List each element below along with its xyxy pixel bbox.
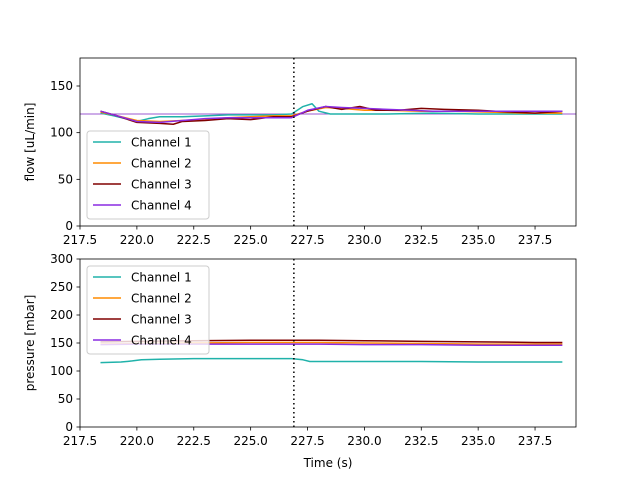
series-line-channel-1 [100,357,563,364]
x-tick-label: 230.0 [347,233,381,247]
y-tick-label: 100 [50,126,73,140]
legend-label-channel-4: Channel 4 [131,334,192,348]
x-tick-label: 217.5 [63,434,97,448]
legend-box [86,130,210,220]
x-tick-label: 220.0 [120,233,154,247]
y-tick-label: 250 [50,280,73,294]
legend-label-channel-2: Channel 2 [131,292,192,306]
x-tick-label: 237.5 [518,434,552,448]
x-tick-label: 235.0 [461,233,495,247]
y-tick-label: 200 [50,308,73,322]
x-tick-label: 217.5 [63,233,97,247]
x-tick-label: 222.5 [177,233,211,247]
legend-label-channel-4: Channel 4 [131,199,192,213]
y-tick-label: 150 [50,79,73,93]
y-axis-label: pressure [mbar] [23,295,37,392]
x-tick-label: 220.0 [120,434,154,448]
axes-frame [79,57,577,227]
panel-2: 217.5 220.0 222.5 225.0 227.5 230.0 232.5 235.0… [23,252,577,470]
x-tick-label: 230.0 [347,434,381,448]
x-tick-label: 237.5 [518,233,552,247]
y-tick-label: 50 [58,172,73,186]
x-axis-label: Time (s) [303,456,353,470]
y-tick-label: 300 [50,252,73,266]
y-tick-label: 0 [65,219,73,233]
data-layer [80,102,576,126]
legend-label-channel-3: Channel 3 [131,313,192,327]
x-tick-label: 227.5 [290,233,324,247]
x-tick-label: 225.0 [233,434,267,448]
legend-box [86,265,210,355]
series-line-channel-1 [100,102,563,123]
y-tick-label: 0 [65,420,73,434]
series-line-channel-3 [100,105,563,126]
y-tick-label: 50 [58,392,73,406]
legend-label-channel-1: Channel 1 [131,136,192,150]
x-tick-label: 222.5 [177,434,211,448]
y-tick-label: 150 [50,336,73,350]
y-tick-label: 100 [50,364,73,378]
legend-label-channel-1: Channel 1 [131,271,192,285]
legend: Channel 1 Channel 2 Channel 3 Channel 4 [86,265,210,355]
legend-label-channel-3: Channel 3 [131,178,192,192]
series-line-channel-4 [100,105,563,124]
x-tick-label: 235.0 [461,434,495,448]
panel-1: 217.5 220.0 222.5 225.0 227.5 230.0 232.5 235.0… [23,57,577,247]
legend-label-channel-2: Channel 2 [131,157,192,171]
x-tick-label: 225.0 [233,233,267,247]
legend: Channel 1 Channel 2 Channel 3 Channel 4 [86,130,210,220]
x-tick-label: 232.5 [404,434,438,448]
x-tick-label: 227.5 [290,434,324,448]
y-axis-label: flow [uL/min] [23,103,37,182]
x-tick-label: 232.5 [404,233,438,247]
